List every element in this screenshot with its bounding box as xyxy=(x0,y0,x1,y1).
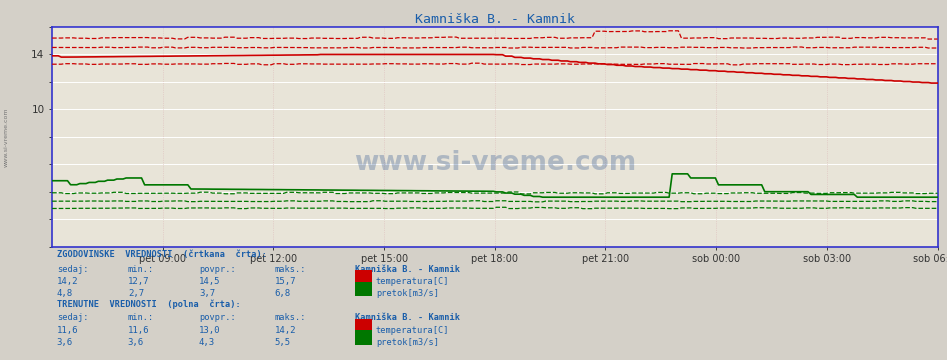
Text: 11,6: 11,6 xyxy=(57,326,79,335)
Text: Kamniška B. - Kamnik: Kamniška B. - Kamnik xyxy=(355,265,460,274)
Text: www.si-vreme.com: www.si-vreme.com xyxy=(4,107,9,167)
Text: 4,8: 4,8 xyxy=(57,289,73,298)
Text: Kamniška B. - Kamnik: Kamniška B. - Kamnik xyxy=(355,314,460,323)
Text: 14,2: 14,2 xyxy=(57,278,79,287)
Text: 15,7: 15,7 xyxy=(275,278,296,287)
Text: sedaj:: sedaj: xyxy=(57,314,88,323)
Text: 5,5: 5,5 xyxy=(275,338,291,347)
Text: ZGODOVINSKE  VREDNOSTI  (črtkana  črta):: ZGODOVINSKE VREDNOSTI (črtkana črta): xyxy=(57,251,267,260)
Text: 12,7: 12,7 xyxy=(128,278,150,287)
Text: 14,2: 14,2 xyxy=(275,326,296,335)
Text: temperatura[C]: temperatura[C] xyxy=(376,278,450,287)
Text: 3,7: 3,7 xyxy=(199,289,215,298)
Text: maks.:: maks.: xyxy=(275,314,306,323)
Text: pretok[m3/s]: pretok[m3/s] xyxy=(376,289,439,298)
Text: 4,3: 4,3 xyxy=(199,338,215,347)
Text: 2,7: 2,7 xyxy=(128,289,144,298)
Title: Kamniška B. - Kamnik: Kamniška B. - Kamnik xyxy=(415,13,575,26)
Text: www.si-vreme.com: www.si-vreme.com xyxy=(353,150,636,176)
Text: 13,0: 13,0 xyxy=(199,326,221,335)
Text: pretok[m3/s]: pretok[m3/s] xyxy=(376,338,439,347)
Text: povpr.:: povpr.: xyxy=(199,265,236,274)
Text: 6,8: 6,8 xyxy=(275,289,291,298)
Text: min.:: min.: xyxy=(128,314,154,323)
Text: povpr.:: povpr.: xyxy=(199,314,236,323)
Text: 3,6: 3,6 xyxy=(57,338,73,347)
Text: 11,6: 11,6 xyxy=(128,326,150,335)
Text: min.:: min.: xyxy=(128,265,154,274)
Text: sedaj:: sedaj: xyxy=(57,265,88,274)
Text: 14,5: 14,5 xyxy=(199,278,221,287)
Text: TRENUTNE  VREDNOSTI  (polna  črta):: TRENUTNE VREDNOSTI (polna črta): xyxy=(57,299,241,309)
Text: 3,6: 3,6 xyxy=(128,338,144,347)
Text: temperatura[C]: temperatura[C] xyxy=(376,326,450,335)
Text: maks.:: maks.: xyxy=(275,265,306,274)
